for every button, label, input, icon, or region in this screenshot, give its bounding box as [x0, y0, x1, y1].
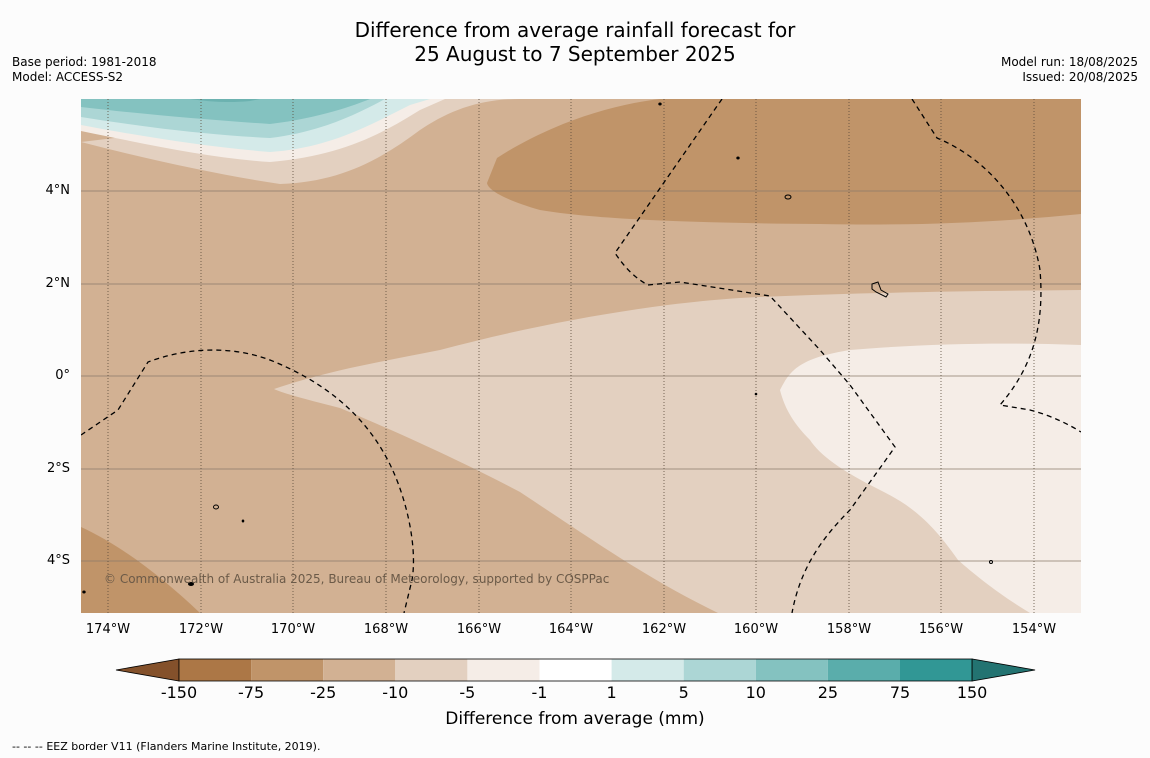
colorbar-segment	[683, 659, 756, 681]
colorbar-segments	[115, 658, 1036, 682]
title-line-1: Difference from average rainfall forecas…	[354, 18, 796, 42]
colorbar-extension-low	[115, 658, 180, 682]
copyright-notice: © Commonwealth of Australia 2025, Bureau…	[104, 572, 610, 586]
lon-label-158w: 158°W	[826, 622, 872, 637]
colorbar-segment	[395, 659, 468, 681]
colorbar-segment	[467, 659, 540, 681]
island-marker	[989, 560, 993, 564]
meta-left: Base period: 1981-2018 Model: ACCESS-S2	[12, 55, 157, 85]
lat-label-2s: 2°S	[46, 461, 70, 476]
lon-label-172w: 172°W	[178, 622, 224, 637]
colorbar-tick-label: -10	[382, 683, 409, 702]
map-fill-layers	[81, 99, 1081, 613]
region-25-to-75-northwest	[190, 99, 260, 103]
island-kiritimati	[871, 281, 889, 298]
lon-label-156w: 156°W	[918, 622, 964, 637]
lon-label-170w: 170°W	[270, 622, 316, 637]
graticule	[81, 99, 1081, 613]
colorbar-segment	[323, 659, 396, 681]
region-minus-5-to-minus-1-band	[780, 343, 1081, 613]
lon-label-168w: 168°W	[363, 622, 409, 637]
colorbar-tick-label: 5	[678, 683, 689, 702]
lon-label-174w: 174°W	[85, 622, 131, 637]
colorbar-tick-label: -1	[531, 683, 548, 702]
lon-label-154w: 154°W	[1011, 622, 1057, 637]
lon-label-164w: 164°W	[548, 622, 594, 637]
model-text: Model: ACCESS-S2	[12, 70, 124, 84]
island-marker	[784, 194, 792, 200]
meta-right: Model run: 18/08/2025 Issued: 20/08/2025	[1001, 55, 1138, 85]
eez-dash-symbol: -- -- --	[12, 740, 43, 753]
colorbar-tick-label: -5	[459, 683, 476, 702]
eez-legend-text: EEZ border V11 (Flanders Marine Institut…	[46, 740, 321, 753]
colorbar-extension-high	[971, 658, 1036, 682]
lat-label-2n: 2°N	[45, 276, 71, 291]
colorbar-segment	[611, 659, 684, 681]
lon-label-166w: 166°W	[456, 622, 502, 637]
region-10-to-25-northwest	[81, 99, 370, 124]
colorbar-tick-label: 1	[606, 683, 617, 702]
issued-text: Issued: 20/08/2025	[1022, 70, 1138, 84]
colorbar-tick-label: -150	[160, 683, 198, 702]
island-marker	[213, 504, 219, 510]
island-marker	[241, 519, 245, 523]
colorbar-segment	[179, 659, 252, 681]
island-marker	[736, 156, 740, 160]
rainfall-anomaly-map	[81, 99, 1081, 613]
model-run-text: Model run: 18/08/2025	[1000, 55, 1138, 69]
colorbar-segment	[755, 659, 828, 681]
colorbar-label: Difference from average (mm)	[445, 709, 705, 729]
eez-border-north-center	[614, 99, 896, 613]
region-minus-75-to-minus-25-southwest	[81, 527, 200, 613]
footer-legend: -- -- -- EEZ border V11 (Flanders Marine…	[12, 740, 320, 753]
colorbar-segment	[827, 659, 900, 681]
title-line-2: 25 August to 7 September 2025	[414, 42, 736, 66]
lon-label-160w: 160°W	[733, 622, 779, 637]
eez-borders	[81, 99, 1081, 613]
lat-label-4s: 4°S	[46, 553, 70, 568]
colorbar-segment	[539, 659, 612, 681]
colorbar-outline	[178, 658, 973, 682]
chart-title: Difference from average rainfall forecas…	[0, 18, 1150, 66]
eez-border-east	[911, 99, 1081, 433]
lat-label-4n: 4°N	[45, 183, 71, 198]
island-marker	[188, 582, 194, 586]
colorbar-segment	[900, 659, 973, 681]
lat-label-equator: 0°	[55, 368, 70, 383]
colorbar-tick-label: 10	[745, 683, 766, 702]
colorbar-tick-label: -25	[310, 683, 337, 702]
islands	[82, 102, 993, 594]
colorbar-segment	[251, 659, 324, 681]
eez-border-west	[81, 349, 415, 613]
colorbar-tick-label: 75	[889, 683, 911, 702]
colorbar-tick-label: 150	[956, 683, 988, 702]
colorbar-tick-label: 25	[817, 683, 839, 702]
base-period-text: Base period: 1981-2018	[12, 55, 157, 69]
island-marker	[82, 590, 86, 594]
island-marker	[658, 102, 662, 106]
island-marker	[754, 392, 758, 396]
lon-label-162w: 162°W	[641, 622, 687, 637]
colorbar-tick-label: -75	[238, 683, 265, 702]
